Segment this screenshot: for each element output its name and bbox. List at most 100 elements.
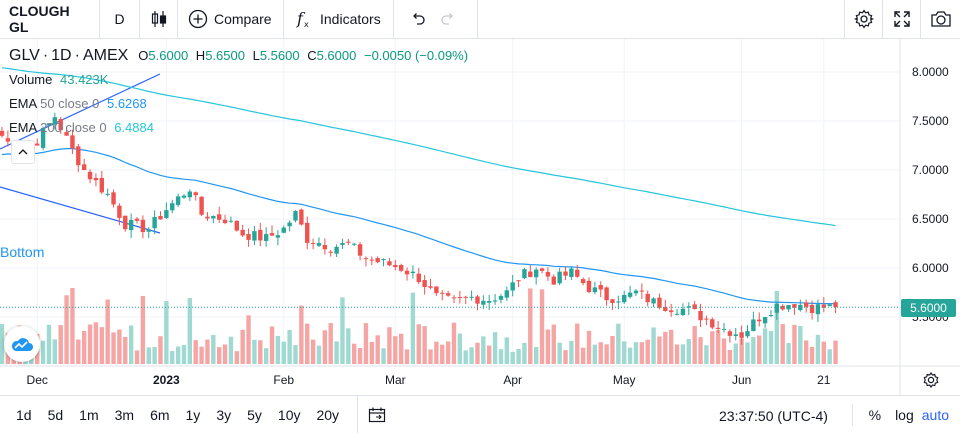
volume-bar [533,346,539,364]
chart-type-button[interactable] [140,0,178,38]
candle [263,227,269,247]
candle [598,281,603,298]
symbol-search-button[interactable]: CLOUGH GL [0,0,100,38]
candle [774,301,780,320]
volume-bar [310,339,316,364]
candle [222,214,228,225]
scale-options: % log auto [838,396,960,433]
volume-bar [510,351,515,364]
volume-bar [281,341,286,364]
range-1d[interactable]: 1d [16,406,32,423]
goto-date-button[interactable] [357,395,395,433]
change-value: −0.0050 (−0.09%) [363,48,469,63]
candle [381,258,386,267]
candle [105,188,110,197]
candle [322,238,328,255]
volume-bar [322,330,328,364]
range-5d[interactable]: 5d [47,406,64,423]
undo-icon[interactable] [410,11,426,27]
legend-ema50-row[interactable]: EMA 50 close 0 5.6268 [9,92,468,116]
candle [393,259,398,271]
compare-button[interactable]: Compare [178,0,284,38]
tradingview-logo[interactable] [4,326,40,362]
redo-icon[interactable] [440,11,456,27]
volume-bar [105,299,110,364]
volume-bar [252,339,257,364]
candle [352,242,357,247]
fullscreen-button[interactable] [882,0,920,38]
volume-bar [334,341,339,364]
timezone-clock[interactable]: 23:37:50 (UTC-4) [719,408,828,424]
volume-bar [622,341,627,364]
volume-bar [651,327,656,364]
range-5y[interactable]: 5y [247,406,262,423]
candle [751,311,756,332]
ema200-params: 200 close 0 [40,120,107,135]
percent-scale-toggle[interactable]: % [868,407,882,423]
range-3y[interactable]: 3y [216,406,232,423]
price-tick-label: 6.0000 [912,261,949,275]
range-20y[interactable]: 20y [316,406,340,423]
trendline-upper[interactable] [0,73,161,150]
legend-symbol: GLV [9,47,40,64]
candle [128,213,134,238]
candle [81,158,87,171]
range-6m[interactable]: 6m [150,406,170,423]
settings-button[interactable] [844,0,882,38]
volume-bar [751,337,756,364]
candle [5,130,11,147]
volume-bar [222,344,228,364]
volume-bar [246,315,251,364]
candle [76,143,81,173]
volume-bar [686,339,691,364]
legend-volume-row[interactable]: Volume 43.423K [9,68,468,92]
candle [821,297,826,313]
candle [539,267,545,274]
volume-bar [211,334,216,364]
time-axis[interactable]: Dec 2023 Feb Mar Apr May Jun 21 [0,365,960,388]
drawing-label-bottom[interactable]: Bottom [0,244,45,260]
candle [52,112,58,130]
volume-bar [757,335,762,364]
candle [170,199,175,214]
auto-scale-toggle[interactable]: auto [921,407,949,423]
interval-button[interactable]: D [100,0,140,38]
close-value: 5.6000 [316,48,357,63]
candle [293,210,298,223]
time-tick-label: Dec [27,373,48,387]
candle [398,263,404,273]
range-3m[interactable]: 3m [114,406,135,423]
snapshot-button[interactable] [920,0,960,38]
axis-settings-gear-icon[interactable] [923,372,939,388]
candle [40,126,46,151]
candle [140,215,146,239]
volume-bar [680,344,686,364]
range-1m[interactable]: 1m [79,406,99,423]
volume-bar [0,324,5,364]
candle [569,266,574,280]
volume-bar [539,289,545,364]
volume-bar [76,339,81,364]
legend-ema200-row[interactable]: EMA 200 close 0 6.4884 [9,116,468,140]
candle [363,256,369,267]
volume-bar [492,332,498,364]
range-1y[interactable]: 1y [185,406,201,423]
calendar-icon [368,407,385,422]
ema50-label: EMA [9,96,37,111]
candle [305,216,310,250]
cloud-logo-icon [11,338,33,351]
trendline-lower[interactable] [0,186,161,234]
candle [58,117,63,134]
legend-collapse-button[interactable] [11,140,35,164]
log-scale-toggle[interactable]: log [895,407,914,423]
indicators-button[interactable]: f x Indicators [284,0,394,38]
interval-label: D [114,11,125,27]
volume-bar [715,330,721,364]
volume-bar [551,324,556,364]
ema200-value: 6.4884 [114,120,154,135]
range-10y[interactable]: 10y [277,406,301,423]
volume-bar [569,340,574,364]
candle [457,290,463,304]
